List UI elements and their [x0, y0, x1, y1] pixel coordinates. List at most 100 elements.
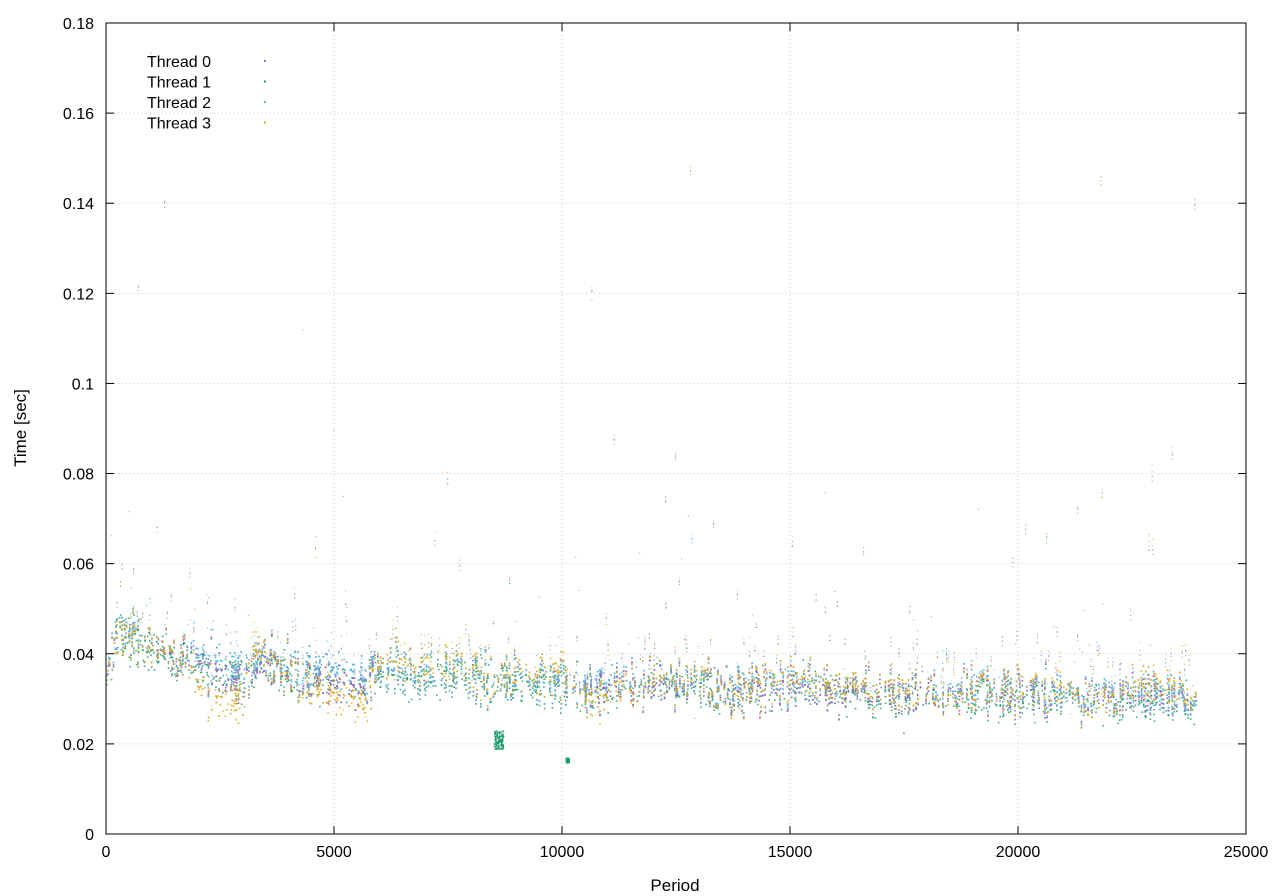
data-point: [360, 678, 363, 680]
data-point: [1099, 648, 1101, 650]
data-point: [898, 696, 901, 698]
data-point: [357, 703, 359, 706]
data-point: [229, 687, 232, 690]
data-point: [958, 713, 961, 715]
data-point: [484, 695, 486, 697]
data-point: [665, 608, 667, 610]
data-point: [1183, 710, 1186, 712]
data-point: [354, 687, 357, 690]
data-point: [946, 654, 948, 656]
data-point: [210, 638, 213, 640]
data-point: [846, 687, 849, 690]
data-point: [1046, 537, 1048, 539]
data-point: [246, 669, 248, 671]
data-point: [973, 712, 976, 714]
data-point: [686, 692, 689, 694]
data-point: [640, 680, 643, 683]
data-point: [1133, 670, 1135, 672]
data-point: [1044, 682, 1046, 685]
data-point: [1010, 695, 1013, 698]
data-point: [586, 687, 588, 689]
data-point: [212, 629, 214, 631]
data-point: [1153, 687, 1156, 690]
data-point: [729, 677, 731, 680]
data-point: [448, 689, 451, 692]
data-point: [891, 671, 893, 673]
data-point: [334, 687, 336, 689]
data-point: [904, 697, 907, 699]
data-point: [207, 675, 210, 678]
data-point: [720, 677, 722, 679]
data-point: [1041, 689, 1044, 692]
data-point: [982, 673, 985, 676]
data-point: [1171, 712, 1173, 715]
data-point: [707, 700, 710, 702]
data-point: [665, 501, 667, 503]
data-point: [975, 657, 977, 659]
data-point: [207, 661, 209, 663]
data-point: [835, 679, 837, 681]
data-point: [1125, 685, 1127, 688]
data-point: [569, 678, 571, 680]
data-point: [1000, 696, 1003, 699]
data-point: [617, 688, 620, 691]
data-point: [215, 686, 217, 688]
data-point: [1025, 528, 1027, 530]
data-point: [1025, 693, 1027, 695]
data-point: [973, 703, 975, 706]
data-point: [981, 678, 983, 680]
data-point: [1107, 695, 1109, 697]
data-point: [930, 616, 932, 618]
data-point: [545, 676, 547, 678]
data-point: [260, 660, 262, 663]
data-point: [133, 652, 135, 654]
data-point: [892, 688, 894, 690]
data-point: [954, 697, 956, 700]
data-point: [843, 668, 845, 670]
data-point: [901, 686, 904, 688]
data-point: [893, 687, 895, 689]
data-point: [1119, 701, 1122, 703]
data-point: [328, 692, 330, 695]
data-point: [252, 670, 255, 672]
data-point: [216, 670, 218, 672]
data-point: [642, 696, 645, 699]
data-point: [236, 640, 238, 642]
data-point: [452, 663, 455, 666]
data-point: [1162, 707, 1165, 709]
data-point: [173, 646, 175, 649]
data-point: [779, 670, 781, 672]
data-point: [163, 652, 165, 654]
data-point: [1187, 700, 1189, 702]
data-point: [219, 677, 222, 679]
data-point: [893, 684, 895, 686]
data-point: [360, 673, 363, 676]
data-point: [679, 685, 681, 688]
data-point: [609, 659, 611, 661]
data-point: [912, 648, 914, 650]
data-point: [283, 664, 285, 666]
data-point: [966, 696, 968, 698]
data-point: [436, 665, 439, 668]
data-point: [593, 678, 595, 680]
data-point: [560, 703, 563, 705]
data-point: [1145, 683, 1147, 685]
data-point: [741, 672, 744, 674]
data-point: [592, 700, 594, 702]
data-point: [1083, 711, 1086, 713]
data-point: [1097, 650, 1099, 652]
data-point: [297, 670, 299, 672]
data-point: [585, 695, 587, 698]
data-point: [970, 717, 972, 719]
data-point: [703, 684, 705, 687]
data-point: [631, 661, 633, 664]
data-point: [952, 693, 954, 695]
data-point: [737, 677, 740, 680]
data-point: [392, 633, 394, 635]
data-point: [200, 671, 203, 674]
data-point: [434, 685, 437, 687]
data-point: [1173, 710, 1176, 713]
data-point: [1059, 680, 1062, 682]
data-point: [483, 688, 486, 691]
data-point: [237, 702, 240, 704]
